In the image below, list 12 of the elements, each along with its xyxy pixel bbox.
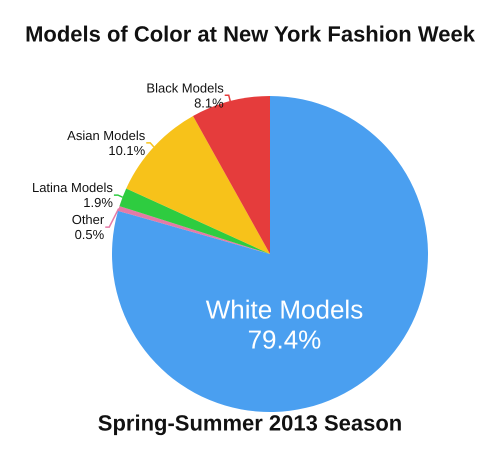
chart-title: Models of Color at New York Fashion Week: [25, 22, 476, 46]
slice-label: White Models: [206, 294, 364, 324]
slice-label: Black Models: [146, 80, 224, 96]
data-label: 1.9%: [83, 195, 114, 210]
data-label: 8.1%: [194, 95, 224, 110]
slice-label: Other: [72, 212, 105, 228]
data-label: 10.1%: [108, 142, 146, 158]
text: Spring-Summer 2013 Season: [98, 410, 402, 436]
data-label: 79.4%: [248, 324, 322, 354]
data-label: 0.5%: [74, 227, 105, 242]
slice-label: Latina Models: [32, 180, 114, 196]
slice-label: Asian Models: [67, 128, 146, 143]
